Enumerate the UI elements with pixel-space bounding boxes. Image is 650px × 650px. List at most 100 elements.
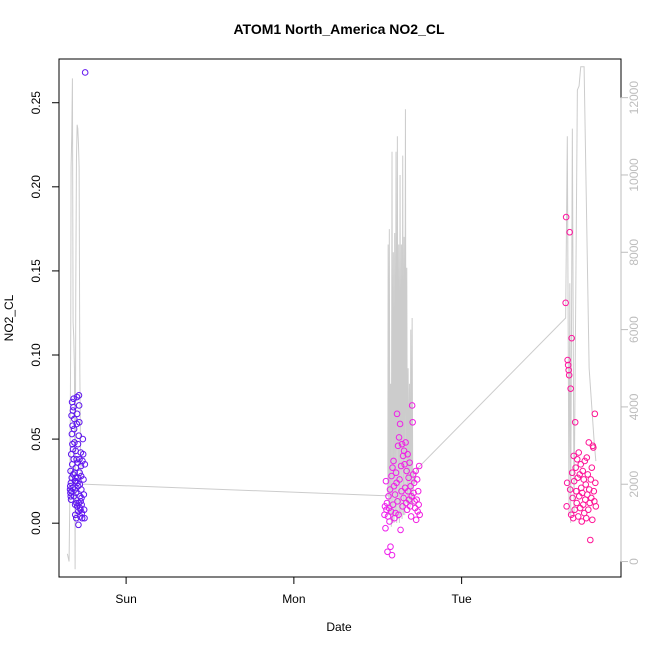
scatter-point [414, 508, 421, 515]
scatter-point [381, 503, 389, 510]
scatter-point [396, 476, 403, 483]
scatter-point [70, 403, 77, 411]
scatter-point [575, 492, 583, 500]
y-tick-label: 0.20 [29, 175, 43, 199]
scatter-point [73, 410, 81, 418]
scatter-point [592, 503, 600, 510]
scatter-point [70, 395, 77, 403]
scatter-point [80, 491, 88, 498]
scatter-point [77, 498, 84, 505]
scatter-point [78, 486, 85, 493]
y2-tick-label: 0 [627, 558, 641, 565]
scatter-point [565, 366, 572, 374]
scatter-point [76, 418, 83, 426]
scatter-point [582, 514, 590, 522]
right-axis-line-series [66, 66, 597, 570]
chart-title: ATOM1 North_America NO2_CL [233, 21, 445, 37]
scatter-point [590, 487, 598, 495]
scatter-point [410, 489, 417, 497]
scatter-point [382, 477, 390, 485]
scatter-point [382, 524, 389, 532]
y-axis: 0.00 0.05 0.10 0.15 0.20 0.25 [29, 91, 60, 535]
scatter-point [385, 504, 393, 512]
y2-tick-label: 2000 [627, 471, 641, 498]
scatter-point [385, 492, 392, 500]
scatter-point [573, 455, 581, 463]
scatter-point [564, 361, 572, 369]
x-tick-label: Tue [452, 592, 473, 606]
scatter-point [570, 452, 577, 460]
scatter-point [392, 469, 400, 477]
scatter-point [570, 477, 578, 485]
scatter-point [587, 476, 595, 483]
y-tick-label: 0.15 [29, 259, 43, 283]
scatter-point [393, 410, 401, 418]
scatter-point [581, 457, 589, 465]
scatter-point [571, 418, 579, 426]
y-axis-label: NO2_CL [2, 294, 16, 341]
scatter-point [407, 482, 414, 490]
scatter-point [414, 487, 422, 495]
scatter-point [591, 410, 599, 418]
scatter-point [583, 454, 591, 461]
scatter-point [75, 521, 82, 529]
scatter-point [574, 474, 582, 482]
scatter-point [69, 422, 76, 429]
y2-tick-label: 6000 [627, 316, 641, 343]
scatter-point [388, 551, 396, 559]
scatter-point [75, 392, 83, 399]
y2-tick-label: 12000 [627, 81, 641, 115]
scatter-point [72, 489, 80, 497]
scatter-point [78, 501, 85, 508]
scatter-point [81, 69, 89, 76]
scatter-point [395, 434, 403, 441]
scatter-point [566, 228, 573, 236]
scatter-point [587, 536, 594, 544]
scatter-point [387, 543, 394, 551]
scatter-point [384, 548, 391, 556]
scatter-point [71, 439, 78, 446]
y-tick-label: 0.25 [29, 91, 43, 115]
scatter-point [576, 504, 584, 512]
scatter-point [413, 476, 421, 483]
scatter-point [573, 499, 581, 507]
scatter-point [575, 449, 583, 456]
scatter-point [415, 501, 422, 508]
scatter-point [567, 385, 574, 392]
scatter-point [399, 503, 406, 510]
x-tick-label: Sun [115, 592, 136, 606]
scatter-point [562, 213, 570, 221]
scatter-point [386, 518, 393, 525]
scatter-point [406, 459, 413, 466]
scatter-point [389, 501, 397, 508]
scatter-point [582, 481, 590, 488]
y2-tick-label: 8000 [627, 239, 641, 266]
scatter-point [572, 487, 580, 495]
scatter-point [578, 518, 586, 525]
scatter-point [405, 474, 412, 482]
scatter-point [585, 439, 593, 446]
scatter-point [397, 526, 404, 534]
scatter-point [79, 450, 87, 458]
scatter-point [579, 467, 587, 475]
scatter-point [409, 418, 416, 426]
scatter-point [562, 299, 569, 307]
scatter-point [572, 464, 580, 471]
scatter-point [563, 479, 571, 487]
scatter-point [588, 464, 596, 471]
scatter-point [563, 503, 570, 510]
scatter-point [396, 420, 404, 428]
scatter-point [567, 511, 575, 519]
scatter-point [412, 516, 420, 524]
scatter-point [67, 492, 75, 500]
scatter-point [416, 511, 423, 519]
right-axis-line [66, 66, 597, 570]
x-tick-label: Mon [282, 592, 305, 606]
x-axis: Sun Mon Tue [115, 576, 473, 606]
scatter-point [569, 494, 576, 502]
scatter-point [404, 450, 411, 458]
scatter-point [394, 498, 401, 505]
scatter-point [395, 511, 402, 519]
scatter-point [76, 469, 83, 477]
scatter-point [590, 444, 597, 451]
